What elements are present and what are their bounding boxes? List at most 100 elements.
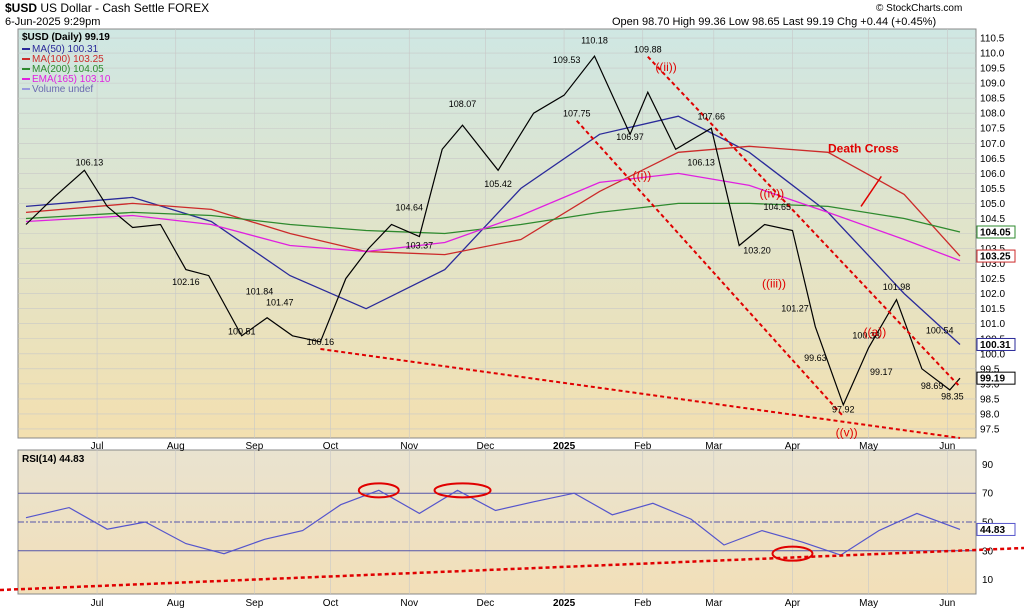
x-tick-label: Jun	[939, 441, 955, 452]
ohlc-readout: Open 98.70 High 99.36 Low 98.65 Last 99.…	[612, 16, 937, 28]
price-label: 106.13	[687, 157, 715, 167]
death-cross-label: Death Cross	[828, 141, 899, 155]
axis-value-tag-text: 103.25	[980, 252, 1011, 263]
x-tick-label: Nov	[400, 441, 418, 452]
x-tick-label-bottom: Sep	[246, 598, 264, 609]
y-tick-label: 101.5	[980, 304, 1005, 315]
x-tick-label-bottom: Nov	[400, 598, 418, 609]
price-label: 103.20	[743, 246, 771, 256]
lower-support-trendline	[320, 347, 961, 439]
x-tick-label-bottom: May	[859, 598, 878, 609]
y-tick-label: 103.0	[980, 259, 1005, 270]
price-label: 100.38	[852, 330, 880, 340]
y-tick-label: 105.5	[980, 184, 1005, 195]
price-label: 107.75	[563, 109, 591, 119]
x-tick-label: Oct	[323, 441, 339, 452]
y-tick-label: 98.5	[980, 394, 1000, 405]
y-tick-label: 104.5	[980, 214, 1005, 225]
x-tick-label-bottom: Oct	[323, 598, 339, 609]
x-tick-label-bottom: Aug	[167, 598, 185, 609]
x-tick-label-bottom: Jun	[939, 598, 955, 609]
ma-line-ma200	[25, 202, 961, 235]
wave-label: ((a))	[864, 325, 887, 339]
price-label: 106.13	[76, 157, 104, 167]
watermark: © StockCharts.com	[876, 3, 963, 14]
rsi-panel	[17, 449, 977, 595]
axis-value-tag	[976, 371, 1016, 385]
rsi-value-tag	[976, 522, 1016, 536]
y-tick-label: 109.5	[980, 64, 1005, 75]
x-tick-label: Sep	[246, 441, 264, 452]
y-tick-label: 99.0	[980, 379, 1000, 390]
x-tick-label: Apr	[785, 441, 801, 452]
price-label: 101.47	[266, 298, 294, 308]
y-tick-label: 102.0	[980, 289, 1005, 300]
price-label: 100.16	[307, 337, 335, 347]
price-label: 100.54	[926, 326, 954, 336]
y-tick-label: 97.5	[980, 424, 1000, 435]
y-tick-label: 103.5	[980, 244, 1005, 255]
price-label: 105.42	[484, 179, 512, 189]
axis-value-tag-text: 104.05	[980, 227, 1011, 238]
legend-entry: MA(50) 100.31	[32, 44, 99, 55]
wave-label: ((v))	[836, 425, 858, 439]
price-label: 101.98	[883, 282, 911, 292]
price-label: 109.88	[634, 45, 662, 55]
y-tick-label: 108.0	[980, 109, 1005, 120]
x-tick-label: Aug	[167, 441, 185, 452]
x-tick-label: Jul	[91, 441, 104, 452]
y-tick-label: 110.0	[980, 49, 1005, 60]
x-tick-label-bottom: Jul	[91, 598, 104, 609]
x-tick-label: Mar	[705, 441, 723, 452]
rsi-y-tick-label: 90	[982, 460, 994, 471]
death-cross-arrow	[860, 175, 882, 207]
wave-label: ((i))	[633, 168, 652, 182]
rsi-y-tick-label: 30	[982, 546, 994, 557]
price-label: 97.92	[832, 404, 855, 414]
price-label: 100.51	[228, 326, 256, 336]
price-label: 110.18	[581, 36, 608, 46]
rsi-title: RSI(14) 44.83	[22, 454, 85, 465]
rsi-highlight-circle	[433, 482, 492, 499]
x-tick-label: Feb	[634, 441, 652, 452]
symbol-description: US Dollar - Cash Settle FOREX	[40, 1, 210, 15]
wave-label: ((iii))	[762, 277, 786, 291]
y-tick-label: 98.0	[980, 409, 1000, 420]
price-label: 103.37	[406, 240, 434, 250]
price-label: 109.53	[553, 55, 581, 65]
axis-value-tag	[976, 225, 1016, 239]
y-tick-label: 101.0	[980, 319, 1005, 330]
x-tick-label-bottom: Mar	[705, 598, 723, 609]
upper-channel-trendline	[647, 55, 961, 388]
axis-value-tag	[976, 249, 1016, 263]
rsi-y-tick-label: 10	[982, 575, 994, 586]
y-tick-label: 107.0	[980, 139, 1005, 150]
chart-title: $USD (Daily) 99.19	[22, 32, 110, 43]
axis-value-tag-text: 99.19	[980, 374, 1005, 385]
x-tick-label-bottom: 2025	[553, 598, 576, 609]
price-label: 104.65	[763, 202, 791, 212]
legend-entry: MA(200) 104.05	[32, 64, 104, 75]
price-label: 99.17	[870, 367, 893, 377]
price-label: 106.97	[616, 132, 644, 142]
y-tick-label: 109.0	[980, 79, 1005, 90]
x-tick-label-bottom: Apr	[785, 598, 801, 609]
ma-line-ma100	[25, 145, 961, 257]
y-tick-label: 107.5	[980, 124, 1005, 135]
wave-label: ((iv))	[759, 186, 784, 200]
axis-value-tag	[976, 337, 1016, 351]
legend-entry: MA(100) 103.25	[32, 54, 104, 65]
price-label: 99.63	[804, 353, 827, 363]
price-label: 104.64	[395, 202, 423, 212]
price-label: 98.69	[921, 381, 944, 391]
lower-channel-trendline	[576, 120, 844, 418]
price-label: 98.35	[941, 391, 964, 401]
y-tick-label: 110.5	[980, 34, 1005, 45]
rsi-support-trendline	[0, 546, 1024, 592]
y-tick-label: 106.0	[980, 169, 1005, 180]
y-tick-label: 102.5	[980, 274, 1005, 285]
x-tick-label: Dec	[476, 441, 494, 452]
rsi-y-tick-label: 70	[982, 489, 994, 500]
y-tick-label: 100.0	[980, 349, 1005, 360]
